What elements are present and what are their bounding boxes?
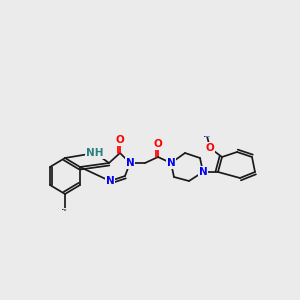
Text: N: N — [199, 167, 207, 177]
Text: O: O — [206, 143, 214, 153]
Text: NH: NH — [86, 148, 104, 158]
Text: methyl: methyl — [59, 210, 64, 211]
Text: methoxy: methoxy — [205, 133, 211, 134]
Text: methyl: methyl — [62, 208, 68, 210]
Text: O: O — [116, 135, 124, 145]
Text: N: N — [167, 158, 176, 168]
Text: methyl: methyl — [57, 209, 62, 210]
Text: N: N — [106, 176, 114, 186]
Text: O: O — [154, 139, 162, 149]
Text: N: N — [126, 158, 134, 168]
Text: methoxy: methoxy — [204, 135, 210, 136]
